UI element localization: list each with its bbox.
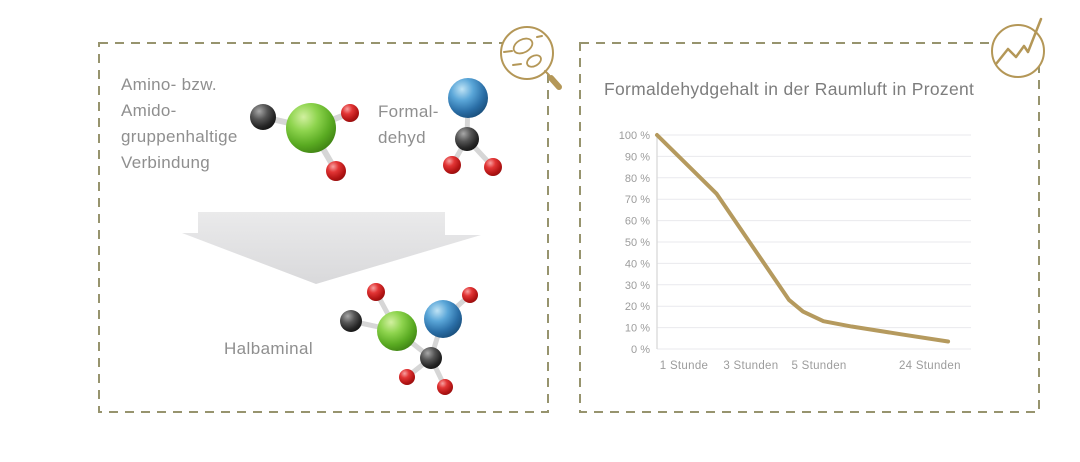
reactant-label: Amino- bzw. Amido- gruppenhaltige Verbin… <box>121 72 238 176</box>
y-tick-label: 40 % <box>625 258 650 270</box>
green-atom <box>286 103 336 153</box>
x-category-label: 5 Stunden <box>791 360 846 372</box>
red-atom <box>326 161 346 181</box>
blue-atom <box>424 300 462 338</box>
formaldehyde-decay-line <box>655 133 951 344</box>
reactant-label-line: gruppenhaltige <box>121 127 238 146</box>
reactant-label-line: Amino- bzw. <box>121 75 217 94</box>
reactant-label-line: Verbindung <box>121 153 211 172</box>
y-tick-label: 100 % <box>619 130 650 142</box>
molecule-diagram <box>250 78 502 395</box>
formaldehyd-molecule <box>443 78 502 176</box>
formaldehyde-label-line: dehyd <box>378 128 426 147</box>
y-tick-label: 20 % <box>625 301 650 313</box>
black-atom <box>420 347 442 369</box>
y-tick-label: 30 % <box>625 280 650 292</box>
blue-atom <box>448 78 488 118</box>
red-atom <box>462 287 478 303</box>
chart-panel-border <box>579 42 1040 413</box>
black-atom <box>250 104 276 130</box>
y-tick-label: 90 % <box>625 151 650 163</box>
black-atom <box>340 310 362 332</box>
rising-line-chart-icon <box>991 17 1045 78</box>
x-category-label: 3 Stunden <box>723 360 778 372</box>
red-atom <box>443 156 461 174</box>
formaldehyde-label-line: Formal- <box>378 102 439 121</box>
red-atom <box>399 369 415 385</box>
y-tick-label: 80 % <box>625 173 650 185</box>
y-tick-label: 0 % <box>631 344 650 356</box>
y-tick-label: 10 % <box>625 323 650 335</box>
chart-title: Formaldehydgehalt in der Raumluft in Pro… <box>604 79 975 99</box>
halbaminal-molecule <box>340 283 478 395</box>
amino-amido-compound-molecule <box>250 103 359 181</box>
x-category-label: 24 Stunden <box>899 360 961 372</box>
formaldehyde-line-chart: 100 % 90 % 80 % 70 % 60 % 50 % 40 % 30 % 20 % 10 … <box>619 130 971 372</box>
formaldehyde-label: Formal- dehyd <box>378 99 439 151</box>
red-atom <box>367 283 385 301</box>
y-tick-label: 60 % <box>625 216 650 228</box>
x-category-label: 1 Stunde <box>660 360 708 372</box>
green-atom <box>377 311 417 351</box>
reaction-arrow-down <box>182 212 481 284</box>
y-tick-label: 70 % <box>625 194 650 206</box>
red-atom <box>437 379 453 395</box>
black-atom <box>455 127 479 151</box>
reaction-panel-border <box>98 42 549 413</box>
red-atom <box>341 104 359 122</box>
product-label: Halbaminal <box>224 339 314 358</box>
red-atom <box>484 158 502 176</box>
y-tick-label: 50 % <box>625 237 650 249</box>
magnifier-with-molecules-icon <box>500 26 562 90</box>
reactant-label-line: Amido- <box>121 101 177 120</box>
